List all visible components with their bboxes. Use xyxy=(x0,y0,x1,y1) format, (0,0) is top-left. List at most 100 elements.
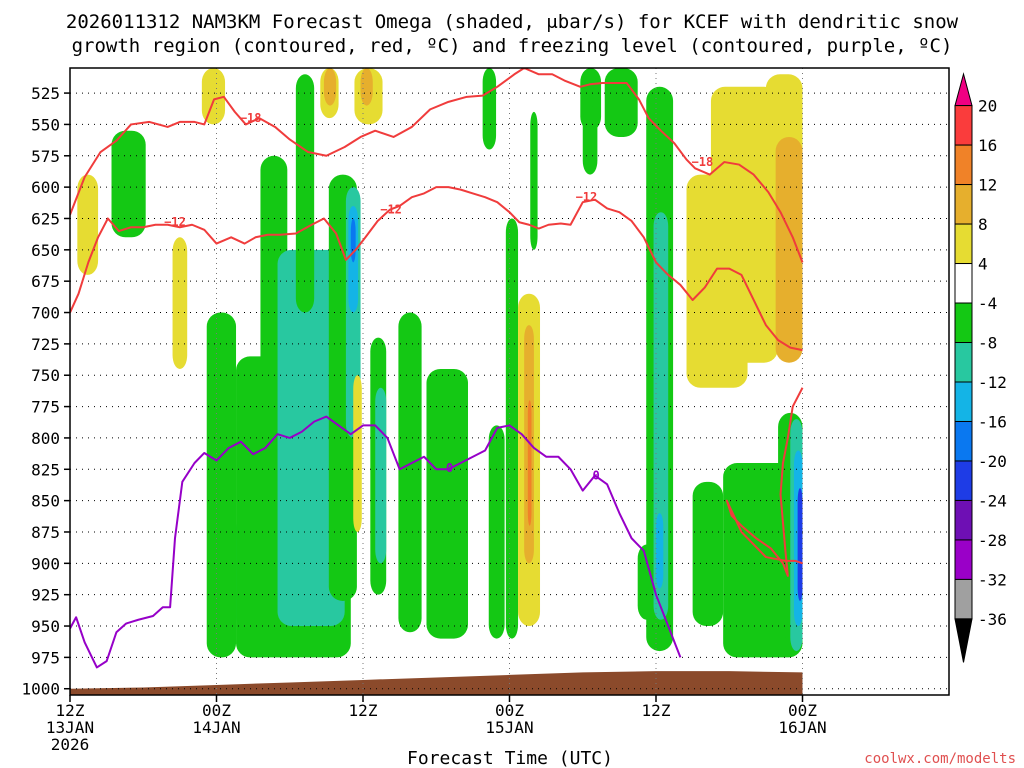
x-tick-label-5-1: 16JAN xyxy=(778,718,826,737)
colorbar-label-8: -16 xyxy=(978,412,1007,431)
colorbar-bottom-triangle xyxy=(954,618,973,663)
contour-label-2-0: 0 xyxy=(446,461,453,475)
x-tick-label-5-0: 00Z xyxy=(788,701,817,720)
omega-region-30 xyxy=(656,513,664,589)
contour-2 xyxy=(70,415,682,669)
omega-region-39 xyxy=(323,68,337,106)
chart-title-line-1: 2026011312 NAM3KM Forecast Omega (shaded… xyxy=(66,11,959,33)
colorbar-bin-5 xyxy=(954,302,973,344)
contour-3 xyxy=(725,387,804,577)
colorbar-label-9: -20 xyxy=(978,452,1007,471)
colorbar-label-11: -28 xyxy=(978,531,1007,550)
omega-region-37 xyxy=(201,68,226,125)
y-tick-label-525: 525 xyxy=(31,84,60,103)
y-tick-label-625: 625 xyxy=(31,209,60,228)
colorbar-label-12: -32 xyxy=(978,570,1007,589)
x-tick-label-3-1: 15JAN xyxy=(485,718,533,737)
omega-region-32 xyxy=(710,86,779,363)
x-tick-label-1-1: 14JAN xyxy=(192,718,240,737)
x-tick-label-0-0: 12Z xyxy=(56,701,85,720)
colorbar-top-triangle xyxy=(954,72,973,107)
credit-text: coolwx.com/modelts xyxy=(864,751,1016,767)
contour-label-0-0: −18 xyxy=(240,111,262,125)
x-tick-label-3-0: 00Z xyxy=(495,701,524,720)
colorbar-bin-2 xyxy=(954,184,973,225)
contour-lines: −18 −18 −12 −12 −12 0 0 xyxy=(70,68,804,669)
colorbar-bin-12 xyxy=(954,578,973,620)
ground-shading xyxy=(70,671,803,695)
x-tick-label-0-2: 2026 xyxy=(51,735,90,754)
colorbar-bin-8 xyxy=(954,420,973,462)
colorbar-bin-7 xyxy=(954,381,973,422)
omega-region-34 xyxy=(775,136,803,363)
omega-region-10 xyxy=(350,218,356,263)
y-tick-label-775: 775 xyxy=(31,398,60,417)
y-tick-label-975: 975 xyxy=(31,648,60,667)
contour-label-1-2: −12 xyxy=(576,190,598,204)
y-tick-label-900: 900 xyxy=(31,554,60,573)
colorbar-bin-6 xyxy=(954,342,973,383)
x-tick-label-4-0: 12Z xyxy=(642,701,671,720)
omega-region-13 xyxy=(353,375,362,532)
y-tick-label-650: 650 xyxy=(31,241,60,260)
omega-region-42 xyxy=(692,481,724,627)
contour-label-1-1: −12 xyxy=(380,203,402,217)
omega-region-5 xyxy=(277,249,345,627)
grid-lines xyxy=(70,68,949,695)
colorbar-label-5: -4 xyxy=(978,294,997,313)
contour-0 xyxy=(70,68,804,263)
colorbar-bin-9 xyxy=(954,460,973,501)
y-tick-label-575: 575 xyxy=(31,147,60,166)
colorbar-bin-10 xyxy=(954,499,973,541)
y-tick-label-800: 800 xyxy=(31,429,60,448)
ground-surface xyxy=(70,671,803,695)
omega-region-12 xyxy=(375,387,387,564)
colorbar-label-13: -36 xyxy=(978,610,1007,629)
x-tick-label-2-0: 12Z xyxy=(349,701,378,720)
colorbar-label-0: 20 xyxy=(978,97,997,116)
omega-field xyxy=(77,68,803,658)
omega-region-15 xyxy=(398,312,422,633)
x-tick-label-0-1: 13JAN xyxy=(46,718,94,737)
y-tick-label-550: 550 xyxy=(31,115,60,134)
chart-title-line-2: growth region (contoured, red, ºC) and f… xyxy=(72,35,953,57)
colorbar-label-1: 16 xyxy=(978,136,997,155)
colorbar-bin-3 xyxy=(954,223,973,265)
colorbar-bin-1 xyxy=(954,144,973,186)
x-axis-label: Forecast Time (UTC) xyxy=(407,748,613,768)
colorbar-bin-4 xyxy=(954,263,973,304)
contour-1 xyxy=(70,186,803,352)
y-tick-label-600: 600 xyxy=(31,178,60,197)
y-tick-label-750: 750 xyxy=(31,366,60,385)
omega-region-35 xyxy=(172,237,188,369)
y-tick-label-950: 950 xyxy=(31,617,60,636)
omega-region-25 xyxy=(582,105,598,175)
omega-region-6 xyxy=(295,74,315,313)
contour-label-0-1: −18 xyxy=(692,155,714,169)
y-tick-label-925: 925 xyxy=(31,586,60,605)
y-tick-label-725: 725 xyxy=(31,335,60,354)
omega-region-0 xyxy=(111,130,146,238)
colorbar: 20 16 12 8 4 -4 -8 -12 -16 -20 -24 -28 -32 -36 xyxy=(954,72,1007,663)
colorbar-label-2: 12 xyxy=(978,176,997,195)
omega-region-22 xyxy=(527,400,532,526)
y-tick-label-850: 850 xyxy=(31,492,60,511)
y-tick-label-875: 875 xyxy=(31,523,60,542)
omega-region-23 xyxy=(530,111,538,250)
omega-region-16 xyxy=(426,368,468,639)
colorbar-label-6: -8 xyxy=(978,334,997,353)
omega-region-19 xyxy=(505,218,519,639)
contour-label-1-0: −12 xyxy=(164,215,186,229)
colorbar-label-10: -24 xyxy=(978,491,1007,510)
y-tick-label-675: 675 xyxy=(31,272,60,291)
x-tick-label-1-0: 00Z xyxy=(202,701,231,720)
y-axis-ticks: 525 550 575 600 625 650 675 700 725 750 775 800 825 8… xyxy=(21,84,70,699)
colorbar-label-4: 4 xyxy=(978,255,988,274)
y-tick-label-700: 700 xyxy=(31,304,60,323)
colorbar-label-7: -12 xyxy=(978,373,1007,392)
omega-region-41 xyxy=(360,68,373,106)
contour-label-2-1: 0 xyxy=(593,469,600,483)
omega-region-1 xyxy=(206,312,237,658)
